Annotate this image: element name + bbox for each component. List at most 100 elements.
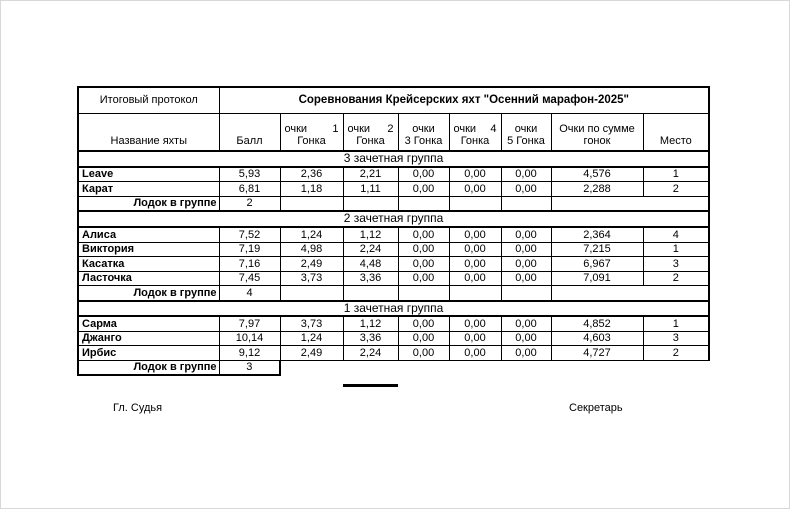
yacht-name-cell: Касатка [77, 256, 220, 272]
race1-cell: 1,24 [279, 226, 344, 243]
race5-cell: 0,00 [500, 315, 552, 332]
place-cell: 4 [642, 226, 711, 243]
empty-region [280, 360, 709, 375]
race5-cell: 0,00 [500, 226, 552, 243]
race4-cell: 0,00 [448, 181, 502, 197]
empty-cell [279, 285, 344, 302]
race5-race-label: 5 Гонка [507, 135, 545, 148]
race4-number: 4 [490, 122, 497, 135]
total-cell: 2,288 [550, 181, 644, 197]
score-cell: 9,12 [218, 345, 281, 361]
place-cell: 3 [642, 330, 711, 347]
protocol-label: Итоговый протокол [77, 86, 220, 114]
column-header-row: Название яхты Балл очки 1 Гонка очки 2 Гон… [77, 113, 711, 152]
yacht-name-cell: Карат [77, 181, 220, 197]
race5-cell: 0,00 [500, 181, 552, 197]
place-cell: 2 [642, 270, 711, 287]
total-cell: 4,727 [550, 345, 644, 361]
race3-cell: 0,00 [397, 256, 450, 272]
race1-points-label: очки [284, 122, 308, 135]
total-cell: 6,967 [550, 256, 644, 272]
race4-cell: 0,00 [448, 256, 502, 272]
yacht-row: Алиса 7,52 1,24 1,12 0,00 0,00 0,00 2,36… [77, 226, 711, 243]
yacht-name-cell: Виктория [77, 241, 220, 258]
race4-cell: 0,00 [448, 270, 502, 287]
empty-cell [342, 285, 399, 302]
boats-count-row: Лодок в группе 3 [77, 359, 709, 377]
race3-cell: 0,00 [397, 241, 450, 258]
race1-cell: 2,49 [279, 345, 344, 361]
empty-cell [448, 285, 502, 302]
score-cell: 10,14 [218, 330, 281, 347]
boats-count-label: Лодок в группе [77, 195, 220, 212]
empty-cell [448, 195, 502, 212]
race3-cell: 0,00 [397, 270, 450, 287]
results-table: Итоговый протокол Соревнования Крейсерск… [76, 86, 711, 377]
total-label-bottom: гонок [583, 135, 611, 148]
race2-cell: 4,48 [342, 256, 399, 272]
empty-cell [500, 195, 552, 212]
race2-cell: 2,24 [342, 241, 399, 258]
race2-cell: 1,12 [342, 226, 399, 243]
total-label-top: Очки по сумме [559, 122, 635, 135]
yacht-name-cell: Ласточка [77, 270, 220, 287]
place-cell: 1 [642, 241, 711, 258]
race1-cell: 1,18 [279, 181, 344, 197]
empty-cell [550, 195, 711, 212]
yacht-row: Ирбис 9,12 2,49 2,24 0,00 0,00 0,00 4,72… [77, 345, 711, 361]
race1-number: 1 [332, 122, 339, 135]
empty-cell [550, 285, 711, 302]
group-band-label: 3 зачетная группа [76, 150, 711, 168]
boats-count-label: Лодок в группе [77, 359, 220, 377]
score-cell: 7,52 [218, 226, 281, 243]
score-cell: 6,81 [218, 181, 281, 197]
score-cell: 7,97 [218, 315, 281, 332]
group-band-2: 2 зачетная группа [76, 210, 711, 229]
race3-points-label: очки [412, 122, 435, 135]
boats-count-value: 4 [218, 285, 281, 302]
yacht-row: Касатка 7,16 2,49 4,48 0,00 0,00 0,00 6,… [77, 256, 711, 272]
secretary-signature-label: Секретарь [569, 402, 623, 414]
race4-cell: 0,00 [448, 315, 502, 332]
boats-count-row: Лодок в группе 4 [77, 285, 711, 302]
race4-cell: 0,00 [448, 330, 502, 347]
race2-cell: 2,21 [342, 166, 399, 183]
race1-race-label: Гонка [297, 135, 326, 148]
group-band-1: 1 зачетная группа [76, 299, 711, 318]
race2-race-label: Гонка [356, 135, 385, 148]
boats-count-value: 2 [218, 195, 281, 212]
race4-cell: 0,00 [448, 241, 502, 258]
race4-cell: 0,00 [448, 166, 502, 183]
race2-cell: 3,36 [342, 270, 399, 287]
column-header-race4: очки 4 Гонка [448, 113, 502, 152]
stray-underline [343, 384, 398, 387]
boats-count-value: 3 [218, 359, 281, 377]
race3-cell: 0,00 [397, 345, 450, 361]
score-cell: 7,16 [218, 256, 281, 272]
race2-cell: 3,36 [342, 330, 399, 347]
column-header-total: Очки по сумме гонок [550, 113, 644, 152]
yacht-name-cell: Leave [77, 166, 220, 183]
race5-points-label: очки [514, 122, 538, 135]
total-cell: 2,364 [550, 226, 644, 243]
race2-cell: 2,24 [342, 345, 399, 361]
total-cell: 4,852 [550, 315, 644, 332]
race1-cell: 2,49 [279, 256, 344, 272]
yacht-row: Джанго 10,14 1,24 3,36 0,00 0,00 0,00 4,… [77, 330, 711, 347]
total-cell: 7,091 [550, 270, 644, 287]
score-cell: 7,45 [218, 270, 281, 287]
race3-cell: 0,00 [397, 330, 450, 347]
race3-cell: 0,00 [397, 315, 450, 332]
race3-race-label: 3 Гонка [404, 135, 443, 148]
race2-number: 2 [387, 122, 394, 135]
yacht-row: Leave 5,93 2,36 2,21 0,00 0,00 0,00 4,57… [77, 166, 711, 183]
yacht-row: Сарма 7,97 3,73 1,12 0,00 0,00 0,00 4,85… [77, 315, 711, 332]
race5-cell: 0,00 [500, 241, 552, 258]
place-cell: 1 [642, 166, 711, 183]
yacht-name-cell: Ирбис [77, 345, 220, 361]
race5-cell: 0,00 [500, 166, 552, 183]
race1-cell: 4,98 [279, 241, 344, 258]
place-cell: 1 [642, 315, 711, 332]
yacht-row: Карат 6,81 1,18 1,11 0,00 0,00 0,00 2,28… [77, 181, 711, 197]
